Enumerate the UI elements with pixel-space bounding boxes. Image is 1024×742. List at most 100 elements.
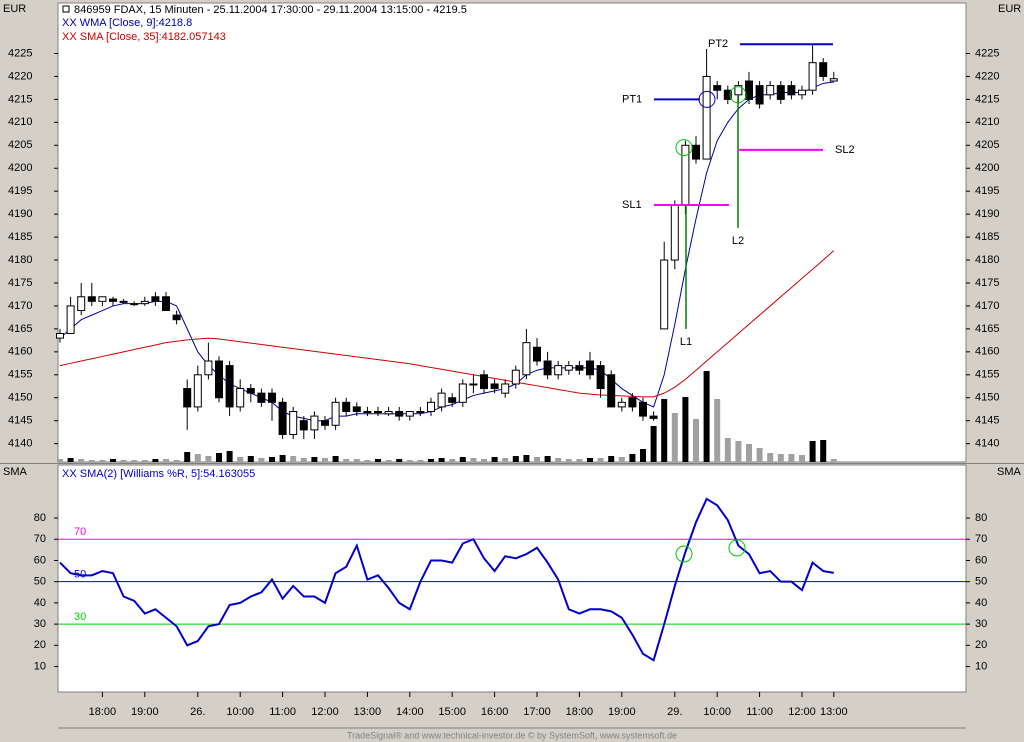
candle-body [289,411,298,435]
volume-bar [120,460,127,462]
candle-body [236,388,245,408]
y-tick-label: 70 [34,533,46,545]
x-tick-label: 11:00 [746,706,773,718]
x-tick-label: 12:00 [788,706,816,718]
candle-body [130,303,139,306]
x-tick-label: 26. [190,706,205,718]
y-tick-label: 4140 [975,438,999,450]
candle-body [448,397,457,403]
candle-body [193,374,202,408]
volume-bar [311,457,318,462]
volume-bar [459,457,466,462]
candle-body [829,78,838,82]
candle-body [649,415,658,419]
y-tick-label: 4190 [8,208,32,220]
candle-body [554,365,563,376]
candle-body [522,342,531,376]
level-label: 70 [74,526,86,538]
y-tick-label: 4155 [8,369,32,381]
annotation-label: SL1 [622,199,642,211]
volume-bar [565,459,572,462]
volume-bar [428,459,434,462]
y-tick-label: 4140 [8,438,32,450]
candle-body [77,296,86,312]
volume-bar [682,397,689,462]
volume-bar [788,454,795,462]
x-tick-label: 17:00 [523,706,551,718]
candle-body [342,401,351,413]
y-tick-label: 60 [975,554,987,566]
candle-body [215,360,223,399]
y-tick-label: 4185 [975,231,999,243]
y-tick-label: 4200 [8,162,32,174]
candle-body [501,383,510,394]
volume-bar [141,460,148,462]
candle-body [575,365,584,371]
y-tick-label: 4145 [975,415,999,427]
y-tick-label: 4165 [975,323,999,335]
x-tick-label: 18:00 [89,706,117,718]
candle-body [776,85,785,100]
candle-body [787,85,796,96]
y-tick-label: 4175 [8,277,32,289]
volume-bar [438,458,445,462]
y-tick-label: 50 [34,576,46,588]
candle-body [469,383,478,386]
candle-body [755,85,764,105]
y-tick-label: 60 [34,554,46,566]
volume-bar [481,459,487,462]
candle-body [225,365,234,408]
volume-bar [724,438,731,462]
candle-body [745,80,753,100]
candle-body [607,374,616,408]
volume-bar [470,458,477,462]
volume-bar [322,458,328,462]
volume-bar [290,456,297,462]
candle-body [140,300,149,305]
volume-bar [629,454,636,462]
candle-body [416,411,425,414]
unit-right: EUR [998,3,1021,15]
candle-body [713,85,722,91]
volume-bar [194,454,201,462]
legend-entry: XX SMA(2) [Williams %R, 5]:54.163055 [62,468,255,480]
candle-body [427,401,435,413]
x-tick-label: 11:00 [269,706,296,718]
y-tick-label: 10 [975,660,987,672]
series-line [59,81,834,422]
volume-bar [353,459,360,462]
y-tick-label: 4180 [8,254,32,266]
y-tick-label: 4175 [975,277,999,289]
x-tick-label: 14:00 [396,706,424,718]
volume-bar [332,456,339,462]
y-tick-label: 30 [34,618,46,630]
y-tick-label: 40 [975,597,987,609]
candle-body [87,296,96,302]
candle-body [119,300,128,303]
y-tick-label: 4165 [8,323,32,335]
x-tick-label: 18:00 [566,706,594,718]
y-tick-label: 40 [34,597,46,609]
y-tick-label: 30 [975,618,987,630]
volume-bar [661,399,668,462]
x-tick-label: 13:00 [354,706,382,718]
volume-bar [247,456,254,462]
volume-bar [555,458,562,462]
indicator-panel [57,464,967,693]
annotation-circle [698,90,716,108]
volume-bar [640,449,646,462]
volume-bar [587,458,593,462]
y-tick-label: 4170 [8,300,32,312]
volume-bar [512,456,519,462]
volume-bar [364,460,371,462]
candle-body [458,383,467,403]
x-tick-label: 19:00 [131,706,159,718]
candle-body [66,305,75,334]
candle-body [533,346,541,362]
volume-bar [618,457,625,462]
volume-bar [184,452,191,462]
y-tick-label: 4220 [975,70,999,82]
volume-bar [671,413,678,462]
x-tick-label: 16:00 [481,706,509,718]
